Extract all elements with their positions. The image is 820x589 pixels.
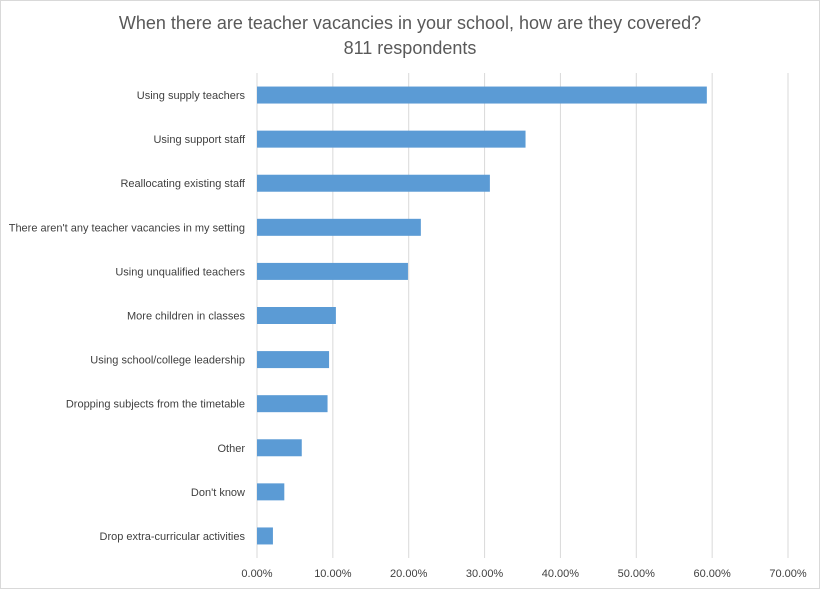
chart-title: When there are teacher vacancies in your… xyxy=(1,11,819,61)
chart-title-text: When there are teacher vacancies in your… xyxy=(118,13,702,33)
bar xyxy=(257,351,330,369)
x-tick-label: 60.00% xyxy=(693,568,731,580)
category-label: Using school/college leadership xyxy=(90,355,245,367)
bar xyxy=(257,262,408,280)
category-label: There aren't any teacher vacancies in my… xyxy=(9,222,245,234)
x-tick-label: 40.00% xyxy=(542,568,580,580)
category-label: Drop extra-curricular activities xyxy=(100,531,246,543)
category-label: Using unqualified teachers xyxy=(115,266,245,278)
bar xyxy=(257,483,285,501)
bar xyxy=(257,307,336,324)
bar xyxy=(257,86,707,104)
x-tick-label: 10.00% xyxy=(314,568,352,580)
bar xyxy=(257,218,421,236)
bar xyxy=(257,439,302,457)
category-label: Don't know xyxy=(191,487,245,499)
x-tick-label: 20.00% xyxy=(390,568,428,580)
category-label: More children in classes xyxy=(127,311,245,323)
x-tick-label: 30.00% xyxy=(466,568,504,580)
category-label: Using support staff xyxy=(153,134,245,146)
category-label: Using supply teachers xyxy=(137,90,246,102)
chart-subtitle-text: 811 respondents xyxy=(343,38,477,58)
x-tick-label: 0.00% xyxy=(241,568,272,580)
bar xyxy=(257,395,328,413)
category-label: Other xyxy=(217,443,245,455)
bar xyxy=(257,174,490,192)
category-label: Reallocating existing staff xyxy=(120,178,245,190)
category-label: Dropping subjects from the timetable xyxy=(66,399,245,411)
bar xyxy=(257,527,273,545)
x-tick-label: 70.00% xyxy=(769,568,807,580)
x-tick-label: 50.00% xyxy=(618,568,656,580)
bar xyxy=(257,130,526,148)
